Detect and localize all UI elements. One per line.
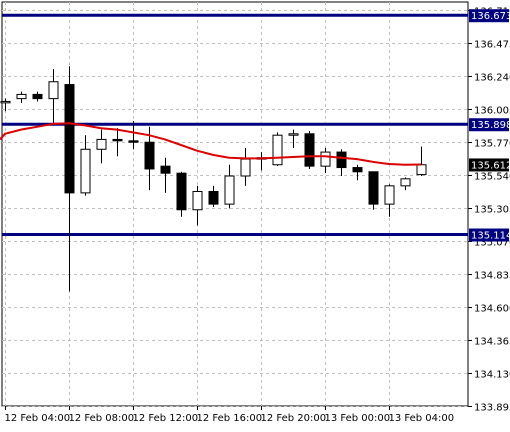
y-axis-tick-label: 135.540	[474, 172, 510, 183]
candle-bull	[192, 190, 203, 211]
level-price-label: 135.114	[471, 231, 510, 242]
current-price-label: 135.612	[471, 160, 510, 171]
moving-average-line	[0, 122, 422, 166]
x-axis-tick-label: 12 Feb 20:00	[261, 413, 327, 424]
candle-bear	[32, 93, 43, 100]
candle-bear	[368, 171, 379, 205]
x-axis-tick-label: 12 Feb 08:00	[69, 413, 135, 424]
x-axis-tick-label: 12 Feb 04:00	[5, 413, 71, 424]
candle-bull	[16, 93, 27, 100]
candle-bear	[160, 165, 171, 174]
y-axis-tick-label: 134.130	[474, 370, 510, 381]
y-axis-tick-label: 135.770	[474, 139, 510, 150]
y-axis-tick-label: 133.895	[474, 403, 510, 414]
candle-bear	[304, 133, 315, 167]
plot-frame	[1, 1, 469, 407]
candle-bear	[208, 190, 219, 205]
x-axis-tick-label: 13 Feb 04:00	[389, 413, 455, 424]
candle-bull	[384, 185, 395, 205]
candle-bull	[288, 133, 299, 136]
y-axis-tick-label: 135.305	[474, 205, 510, 216]
candle-bear	[112, 138, 123, 142]
current-price-box	[469, 158, 509, 172]
x-axis-tick-label: 12 Feb 12:00	[133, 413, 199, 424]
candle-bear	[64, 84, 75, 194]
candle-bear	[128, 140, 139, 143]
y-axis-tick-label: 136.005	[474, 106, 510, 117]
level-price-label: 136.673	[471, 11, 510, 22]
x-axis-tick-label: 13 Feb 00:00	[325, 413, 391, 424]
candle-bear	[176, 172, 187, 211]
y-axis-tick-label: 134.600	[474, 304, 510, 315]
candle-bull	[240, 158, 251, 177]
candle-bear	[352, 167, 363, 173]
level-price-box	[469, 228, 509, 242]
candle-bull	[80, 148, 91, 194]
level-price-box	[469, 118, 509, 132]
y-axis-tick-label: 136.240	[474, 73, 510, 84]
x-axis-tick-label: 12 Feb 16:00	[197, 413, 263, 424]
y-axis-tick-label: 136.475	[474, 40, 510, 51]
candle-bull	[0, 100, 11, 104]
candle-bull	[96, 138, 107, 150]
candle-bull	[320, 151, 331, 167]
y-axis-tick-label: 134.365	[474, 337, 510, 348]
level-price-label: 135.898	[471, 120, 510, 131]
level-price-box	[469, 9, 509, 23]
candle-bull	[272, 134, 283, 166]
candle-bull	[416, 164, 427, 176]
candle-bull	[400, 178, 411, 187]
y-axis-tick-label: 134.835	[474, 271, 510, 282]
candle-bear	[336, 151, 347, 169]
candle-bull	[48, 81, 59, 100]
candle-bear	[144, 141, 155, 170]
y-axis-tick-label: 135.070	[474, 238, 510, 249]
candle-bull	[224, 175, 235, 205]
